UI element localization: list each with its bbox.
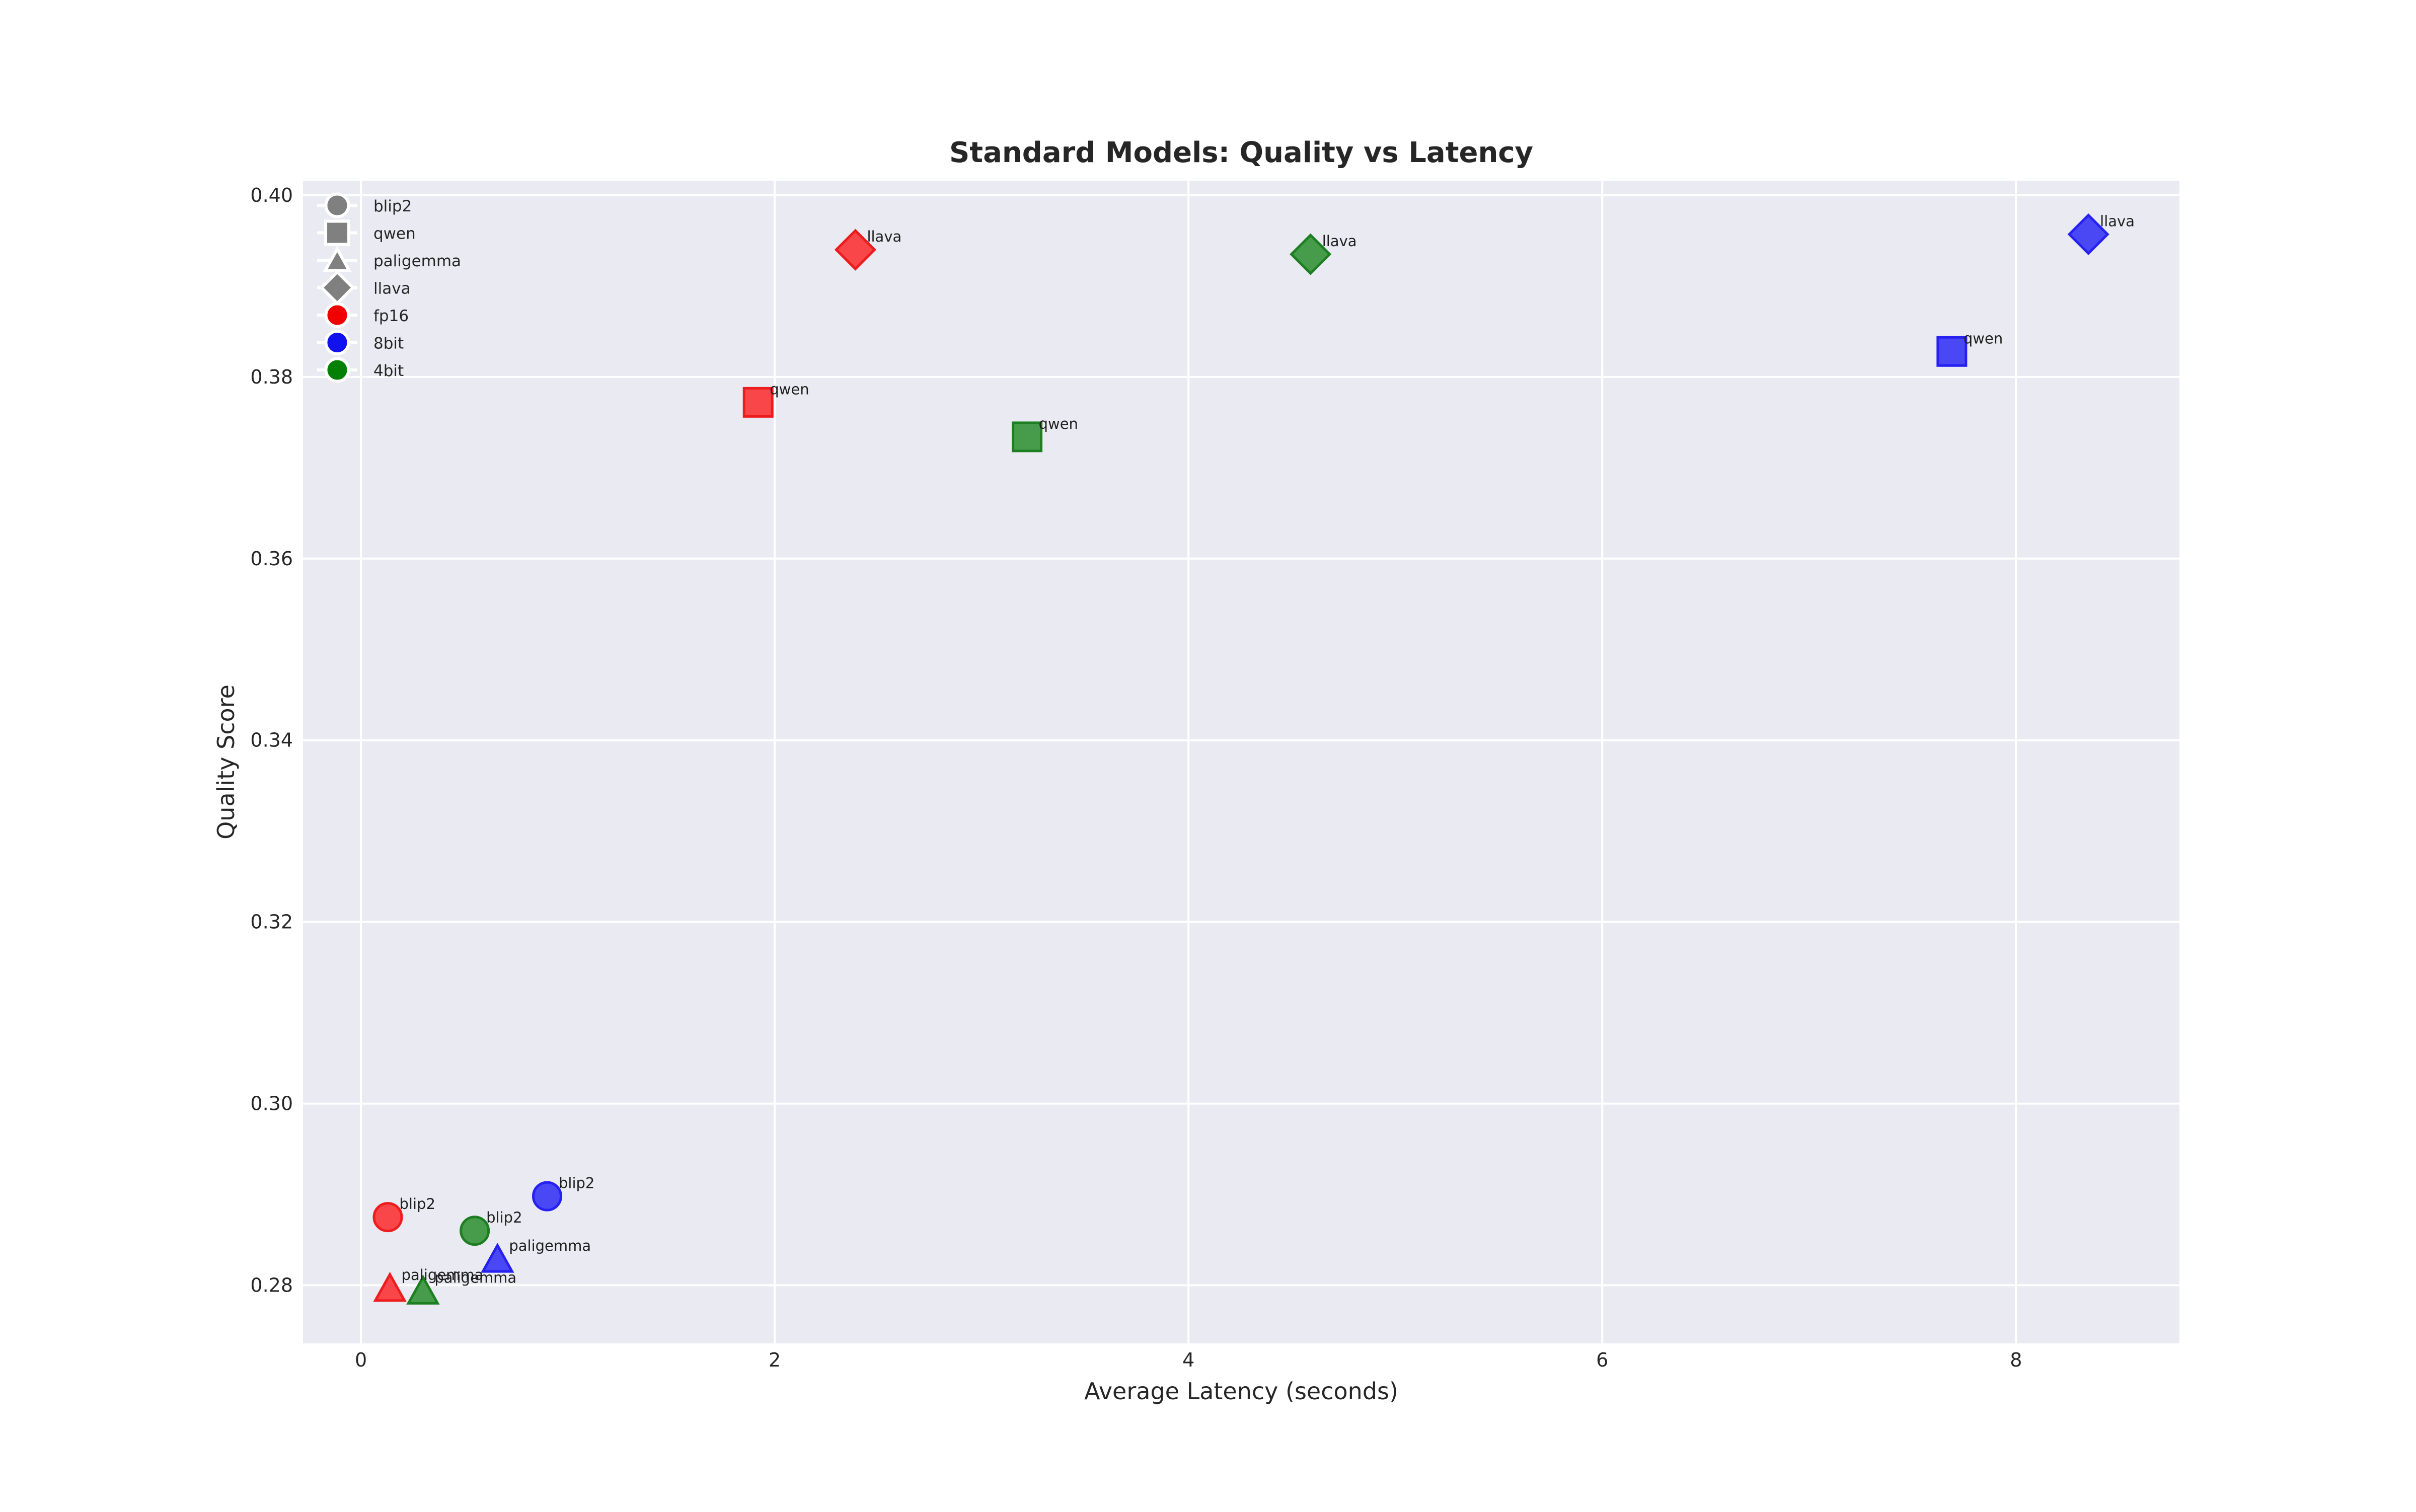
- y-tick-label: 0.38: [250, 366, 293, 388]
- point-annotation: blip2: [486, 1209, 522, 1226]
- grid-layer: [303, 181, 2179, 1343]
- point-qwen-8bit: [1936, 336, 1968, 367]
- legend-item-paligemma: paligemma: [317, 246, 461, 272]
- point-annotation: llava: [867, 228, 901, 245]
- legend-item-fp16: fp16: [317, 302, 409, 328]
- point-annotation: paligemma: [402, 1266, 484, 1283]
- point-paligemma-fp16: [373, 1271, 407, 1302]
- y-tick-label: 0.30: [250, 1093, 293, 1115]
- y-tick-label: 0.36: [250, 548, 293, 570]
- legend-item-4bit: 4bit: [317, 357, 404, 383]
- legend-label: 8bit: [373, 335, 404, 353]
- ticks-layer: 0 2 4 6 8 0.28 0.30 0.32 0.34 0.36 0.38 0.40: [250, 184, 2022, 1371]
- point-llava-8bit: [2067, 213, 2109, 256]
- point-annotation: paligemma: [509, 1237, 591, 1254]
- data-points-layer: [372, 213, 2109, 1305]
- y-tick-label: 0.34: [250, 729, 293, 751]
- point-blip2-8bit: [532, 1181, 563, 1212]
- legend-marker-circle: [324, 329, 350, 356]
- x-tick-label: 0: [355, 1349, 367, 1371]
- y-axis-label: Quality Score: [212, 685, 240, 840]
- point-annotation: blip2: [400, 1195, 435, 1213]
- point-annotation: qwen: [770, 381, 809, 398]
- point-qwen-fp16: [742, 387, 774, 418]
- legend-label: paligemma: [373, 252, 461, 270]
- x-tick-label: 8: [2010, 1349, 2022, 1371]
- point-paligemma-8bit: [481, 1243, 514, 1273]
- legend-item-blip2: blip2: [317, 192, 412, 218]
- legend-item-qwen: qwen: [317, 219, 416, 246]
- legend-label: llava: [373, 280, 411, 298]
- legend-marker-circle: [324, 302, 350, 328]
- x-tick-label: 6: [1596, 1349, 1608, 1371]
- x-axis-label: Average Latency (seconds): [1084, 1378, 1398, 1405]
- legend-label: 4bit: [373, 362, 404, 380]
- y-tick-label: 0.40: [250, 184, 293, 206]
- legend: blip2 qwen paligemma llava fp16 8bit 4bit: [317, 192, 461, 383]
- legend-marker-circle: [324, 192, 350, 218]
- point-annotation: qwen: [1039, 415, 1078, 432]
- chart-title: Standard Models: Quality vs Latency: [949, 136, 1533, 169]
- legend-marker-circle: [324, 357, 350, 383]
- plot-area: [303, 181, 2179, 1343]
- point-annotation: blip2: [559, 1175, 594, 1192]
- y-tick-label: 0.28: [250, 1274, 293, 1297]
- point-llava-fp16: [834, 229, 876, 271]
- y-tick-label: 0.32: [250, 911, 293, 933]
- point-qwen-4bit: [1012, 421, 1043, 452]
- point-annotation: qwen: [1964, 330, 2003, 347]
- x-tick-label: 2: [769, 1349, 781, 1371]
- legend-item-8bit: 8bit: [317, 329, 404, 356]
- legend-label: qwen: [373, 225, 416, 243]
- x-tick-label: 4: [1182, 1349, 1194, 1371]
- point-annotation: llava: [1322, 233, 1357, 250]
- legend-label: fp16: [373, 307, 409, 325]
- annotations-layer: blip2blip2blip2qwenqwenqwenpaligemmapali…: [400, 212, 2135, 1286]
- legend-label: blip2: [373, 197, 412, 215]
- point-llava-4bit: [1290, 233, 1332, 275]
- point-annotation: llava: [2100, 212, 2135, 230]
- point-annotation: paligemma: [434, 1269, 516, 1286]
- legend-marker-square: [324, 219, 350, 246]
- point-paligemma-4bit: [406, 1274, 440, 1305]
- point-blip2-fp16: [372, 1202, 403, 1233]
- point-blip2-4bit: [460, 1216, 490, 1246]
